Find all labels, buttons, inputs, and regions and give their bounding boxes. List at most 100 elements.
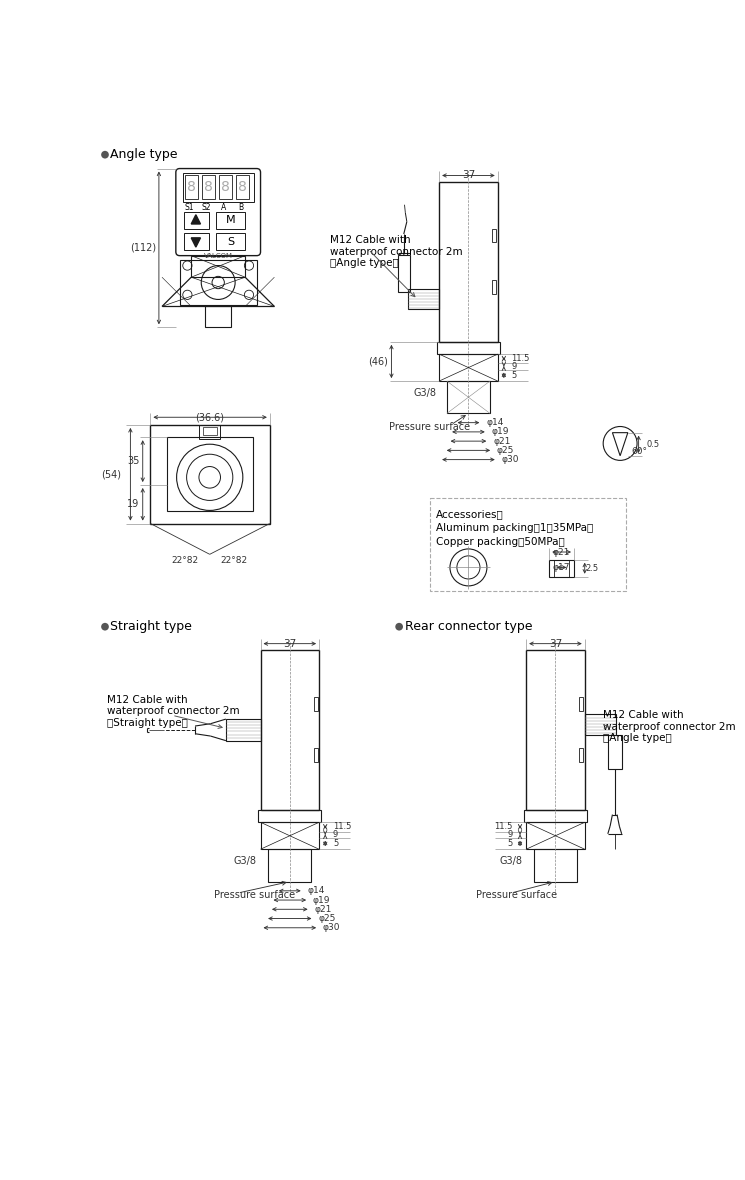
Text: (54): (54) [101, 470, 121, 479]
Bar [439, 354, 498, 381]
Text: VALCOM: VALCOM [203, 253, 232, 258]
Bar [183, 173, 253, 203]
Text: (112): (112) [130, 243, 156, 253]
Text: φ25: φ25 [497, 446, 514, 454]
Bar [554, 559, 569, 577]
Bar [168, 438, 253, 511]
Bar [492, 229, 496, 242]
Text: φ19: φ19 [492, 427, 509, 437]
Text: Rear connector type: Rear connector type [405, 621, 532, 634]
Text: 8: 8 [187, 181, 196, 194]
Text: G3/8: G3/8 [413, 387, 437, 398]
Bar [534, 850, 577, 881]
Circle shape [396, 623, 403, 630]
Text: 8: 8 [203, 181, 212, 194]
Bar [219, 176, 232, 198]
Text: Straight type: Straight type [110, 621, 192, 634]
Text: φ17: φ17 [553, 563, 571, 572]
Text: 8: 8 [238, 181, 247, 194]
Text: A: A [221, 203, 226, 211]
Bar [205, 307, 231, 327]
Text: S2: S2 [202, 203, 212, 211]
Bar [216, 234, 245, 250]
Bar [608, 734, 621, 769]
Bar [150, 425, 270, 524]
Bar [580, 748, 583, 762]
Text: G3/8: G3/8 [234, 856, 256, 866]
Bar [524, 809, 587, 822]
Text: M: M [226, 215, 235, 225]
Text: M12 Cable with
waterproof connector 2m
（Straight type）: M12 Cable with waterproof connector 2m （… [107, 695, 239, 728]
Bar [203, 427, 217, 435]
Text: φ25: φ25 [318, 914, 336, 923]
Text: M12 Cable with
waterproof connector 2m
（Angle type）: M12 Cable with waterproof connector 2m （… [603, 710, 736, 743]
Bar [526, 822, 585, 850]
Text: G3/8: G3/8 [499, 856, 522, 866]
Text: Pressure surface: Pressure surface [476, 891, 557, 900]
Bar [185, 176, 198, 198]
Bar [314, 748, 317, 762]
Bar [430, 498, 627, 590]
Text: φ19: φ19 [313, 896, 330, 905]
Text: 2.5: 2.5 [586, 564, 599, 572]
Text: S1: S1 [185, 203, 194, 211]
Bar [585, 714, 615, 734]
Text: Pressure surface: Pressure surface [389, 422, 470, 432]
Bar [492, 280, 496, 294]
Text: 11.5: 11.5 [494, 822, 513, 832]
Text: 37: 37 [283, 638, 297, 649]
Text: M12 Cable with
waterproof connector 2m
（Angle type）: M12 Cable with waterproof connector 2m （… [330, 235, 463, 268]
Polygon shape [191, 238, 200, 247]
Bar [183, 234, 209, 250]
FancyBboxPatch shape [176, 169, 261, 256]
Bar [191, 256, 245, 277]
Bar [180, 260, 257, 304]
Text: B: B [238, 203, 243, 211]
Text: 35: 35 [127, 457, 139, 466]
Text: 5: 5 [507, 839, 513, 848]
Text: φ14: φ14 [308, 886, 325, 896]
Bar [439, 182, 498, 342]
Text: Pressure surface: Pressure surface [215, 891, 296, 900]
Text: (46): (46) [369, 356, 388, 367]
Bar [408, 289, 440, 309]
Text: 11.5: 11.5 [333, 822, 352, 832]
Text: Copper packing（50MPa）: Copper packing（50MPa） [436, 537, 565, 546]
Bar [549, 559, 574, 577]
Text: 0.5: 0.5 [647, 440, 659, 450]
Circle shape [101, 151, 109, 158]
Bar [398, 255, 410, 291]
Bar [314, 696, 317, 710]
Bar [259, 809, 321, 822]
Text: (36.6): (36.6) [196, 412, 224, 422]
Text: 11.5: 11.5 [512, 354, 530, 363]
Bar [526, 650, 585, 809]
Bar [236, 176, 249, 198]
Text: 37: 37 [549, 638, 562, 649]
Text: Accessories：: Accessories： [436, 510, 504, 519]
Bar [268, 850, 311, 881]
Bar [226, 719, 261, 741]
Text: φ21: φ21 [553, 548, 570, 557]
Text: φ14: φ14 [486, 418, 504, 427]
Text: 60°: 60° [631, 447, 647, 455]
Bar [580, 696, 583, 710]
Text: 22°82: 22°82 [171, 556, 199, 565]
Text: 9: 9 [333, 830, 338, 839]
Bar [199, 425, 221, 439]
Text: 19: 19 [127, 499, 139, 510]
Text: S: S [227, 237, 234, 247]
Circle shape [101, 623, 109, 630]
Text: 8: 8 [221, 181, 229, 194]
Bar [261, 650, 319, 809]
Polygon shape [191, 215, 200, 224]
Bar [447, 381, 490, 413]
Text: φ30: φ30 [323, 923, 340, 932]
Text: 9: 9 [512, 362, 517, 371]
Bar [261, 822, 319, 850]
Text: 9: 9 [507, 830, 513, 839]
Text: φ30: φ30 [501, 455, 519, 464]
Text: Aluminum packing（1～35MPa）: Aluminum packing（1～35MPa） [436, 523, 593, 532]
Text: 22°82: 22°82 [221, 556, 248, 565]
Text: Angle type: Angle type [110, 149, 178, 162]
